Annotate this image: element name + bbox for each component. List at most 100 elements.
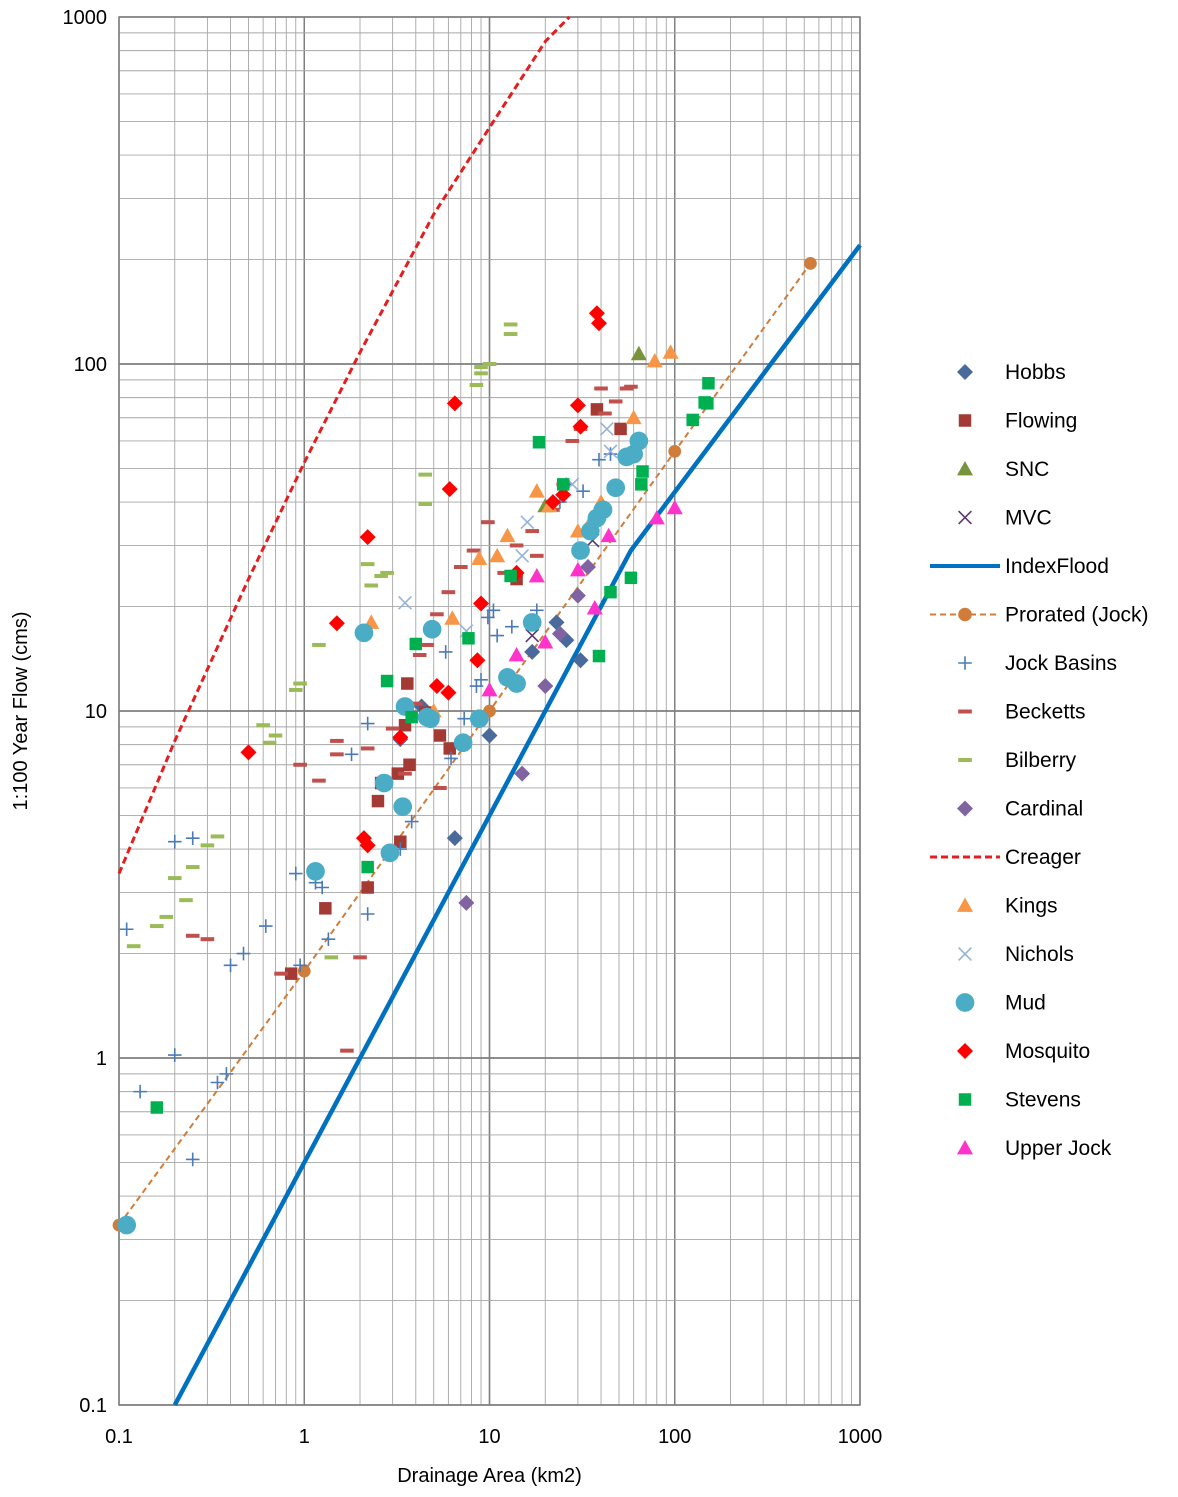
legend-label: Cardinal <box>1005 798 1083 821</box>
data-point <box>469 382 484 387</box>
data-point <box>380 674 394 688</box>
data-point <box>481 681 498 697</box>
data-point <box>481 727 498 744</box>
legend-label: Jock Basins <box>1005 652 1117 675</box>
legend-item-bilberry: Bilberry <box>958 749 1077 772</box>
data-point <box>474 365 488 370</box>
legend-label: MVC <box>1005 507 1052 530</box>
data-point <box>360 562 375 567</box>
series-line <box>172 243 862 1407</box>
legend-marker <box>958 656 972 670</box>
data-point <box>509 543 524 548</box>
data-point <box>600 527 617 543</box>
data-point <box>524 643 541 660</box>
data-point <box>624 571 638 585</box>
data-point <box>364 583 379 588</box>
data-point <box>636 465 649 478</box>
data-point <box>444 751 458 766</box>
data-point <box>515 548 530 563</box>
x-tick-label: 1 <box>299 1426 310 1448</box>
data-point <box>686 413 699 427</box>
legend-item-stevens: Stevens <box>958 1089 1081 1112</box>
data-point <box>353 955 367 960</box>
data-point <box>630 345 647 361</box>
data-point <box>453 733 473 753</box>
data-point <box>360 907 375 921</box>
data-point <box>288 866 303 881</box>
data-point <box>551 625 568 642</box>
data-point <box>438 645 453 659</box>
y-tick-label: 10 <box>85 701 107 723</box>
data-point <box>359 837 376 854</box>
legend-marker <box>957 1140 973 1155</box>
legend-label: Flowing <box>1005 410 1077 433</box>
data-point <box>374 773 394 793</box>
data-point <box>462 632 475 645</box>
data-point <box>505 619 519 634</box>
legend-marker <box>957 364 973 380</box>
data-point <box>599 421 614 436</box>
data-point <box>458 894 475 911</box>
data-point <box>603 447 618 461</box>
legend-marker <box>958 947 972 961</box>
grid <box>118 16 861 1406</box>
data-point <box>324 955 339 960</box>
data-point <box>398 771 412 776</box>
legend-item-indexflood: IndexFlood <box>930 555 1109 578</box>
legend-marker <box>957 1043 973 1059</box>
data-point <box>430 612 444 617</box>
data-point <box>167 1048 182 1062</box>
data-point <box>474 673 488 687</box>
data-point <box>473 595 490 612</box>
data-point <box>441 481 458 498</box>
y-tick-label: 1 <box>96 1048 107 1070</box>
data-point <box>167 876 182 881</box>
data-point <box>569 397 586 414</box>
data-point <box>159 914 174 919</box>
data-point <box>604 585 617 599</box>
legend-marker <box>958 414 972 427</box>
legend-label: Nichols <box>1005 943 1074 966</box>
data-point <box>297 964 311 978</box>
legend-marker <box>958 510 972 525</box>
data-point <box>586 600 603 615</box>
data-point <box>210 834 225 839</box>
data-point <box>569 561 586 577</box>
data-point <box>210 1075 225 1090</box>
legend-item-kings: Kings <box>957 895 1058 918</box>
data-point <box>592 649 606 663</box>
data-point <box>702 377 715 390</box>
data-point <box>185 831 200 845</box>
data-point <box>537 678 554 695</box>
data-point <box>593 500 613 520</box>
data-point <box>256 723 270 728</box>
legend-label: Prorated (Jock) <box>1005 604 1149 627</box>
data-point <box>503 322 518 327</box>
data-point <box>262 740 277 745</box>
data-point <box>185 865 200 870</box>
data-point <box>576 484 590 498</box>
data-point <box>646 353 663 368</box>
data-point <box>312 642 326 647</box>
legend-item-flowing: Flowing <box>958 410 1077 433</box>
data-point <box>403 758 416 771</box>
data-point <box>185 933 200 938</box>
data-point <box>522 613 542 632</box>
data-point <box>360 746 375 751</box>
data-point <box>409 637 423 651</box>
series-stevens <box>150 377 715 1114</box>
legend-item-mud: Mud <box>955 992 1046 1015</box>
data-point <box>592 452 606 467</box>
legend-label: Bilberry <box>1005 749 1077 772</box>
data-point <box>321 932 336 946</box>
data-point <box>555 486 572 503</box>
data-point <box>544 494 561 511</box>
legend-label: Hobbs <box>1005 361 1066 384</box>
legend-label: IndexFlood <box>1005 555 1109 578</box>
data-point <box>268 733 283 738</box>
series-line <box>117 15 571 875</box>
legend-marker <box>958 1093 972 1106</box>
data-point <box>150 1101 164 1114</box>
data-point <box>440 684 457 701</box>
